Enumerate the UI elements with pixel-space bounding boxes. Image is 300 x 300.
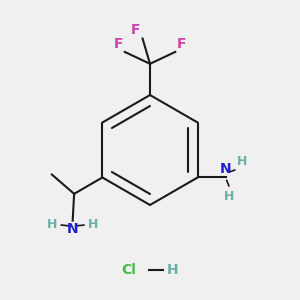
Text: H: H	[237, 155, 247, 168]
Text: H: H	[166, 263, 178, 278]
Text: N: N	[67, 222, 79, 236]
Text: F: F	[177, 37, 186, 51]
Text: H: H	[88, 218, 98, 231]
Text: F: F	[114, 37, 123, 51]
Text: F: F	[131, 23, 140, 37]
Text: N: N	[220, 162, 232, 176]
Text: Cl: Cl	[122, 263, 136, 278]
Text: H: H	[47, 218, 58, 231]
Text: H: H	[224, 190, 234, 203]
